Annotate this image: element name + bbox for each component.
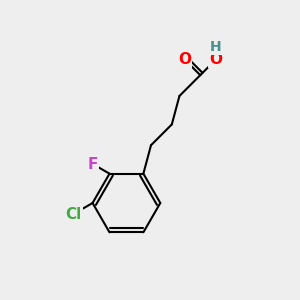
Text: H: H xyxy=(210,40,222,54)
Text: Cl: Cl xyxy=(65,206,82,221)
Text: O: O xyxy=(178,52,191,67)
Text: F: F xyxy=(88,157,98,172)
Text: O: O xyxy=(209,52,222,67)
